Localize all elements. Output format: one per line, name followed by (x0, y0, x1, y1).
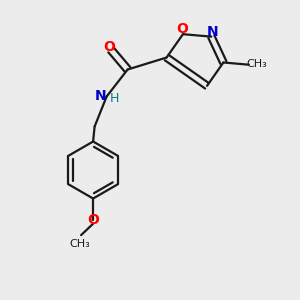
Text: O: O (103, 40, 115, 54)
Text: N: N (207, 25, 219, 39)
Text: CH₃: CH₃ (69, 238, 90, 248)
Text: CH₃: CH₃ (247, 59, 268, 69)
Text: O: O (176, 22, 188, 36)
Text: N: N (95, 88, 106, 103)
Text: H: H (110, 92, 119, 105)
Text: O: O (87, 213, 99, 227)
